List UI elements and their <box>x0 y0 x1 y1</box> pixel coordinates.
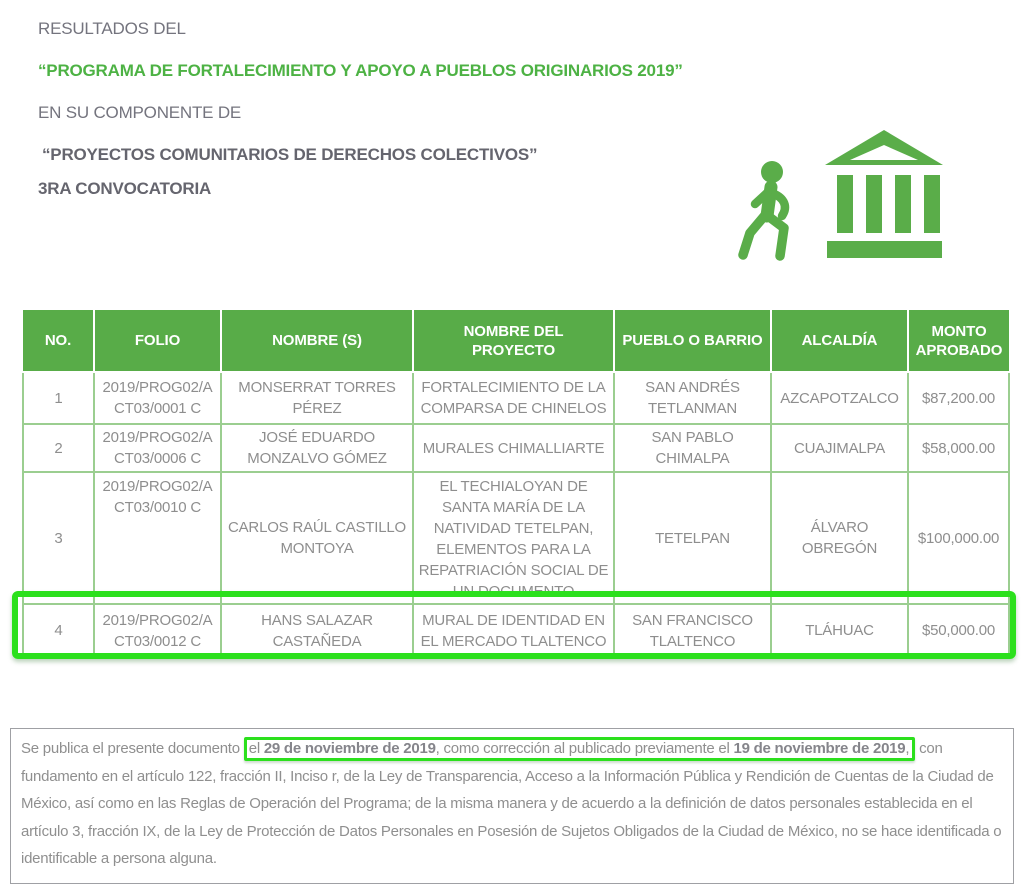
cell-alcaldia: CUAJIMALPA <box>770 423 909 473</box>
column-header-folio: FOLIO <box>93 310 222 373</box>
column-header-pueblo: PUEBLO O BARRIO <box>613 310 772 373</box>
government-building-icon <box>824 129 945 264</box>
column-header-nombre: NOMBRE (S) <box>220 310 414 373</box>
cell-no: 3 <box>22 471 95 605</box>
cell-nombre: HANS SALAZAR CASTAÑEDA <box>220 603 414 658</box>
convocatoria-title: 3RA CONVOCATORIA <box>38 179 212 198</box>
cell-pueblo: SAN PABLO CHIMALPA <box>613 423 772 473</box>
column-header-monto: MONTO APROBADO <box>907 310 1009 373</box>
highlight-text-pre: el <box>248 740 264 757</box>
column-header-proyecto: NOMBRE DEL PROYECTO <box>412 310 615 373</box>
legal-text-after: con fundamento en el artículo 122, fracc… <box>21 740 1002 867</box>
table-row: 3 2019/PROG02/A CT03/0010 C CARLOS RAÚL … <box>22 471 1010 605</box>
highlight-text-mid: , como corrección al publicado previamen… <box>435 740 734 757</box>
clipped-project-text: EL TECHIALOYAN DE SANTA MARÍA DE LA NATI… <box>418 478 609 598</box>
cell-alcaldia: AZCAPOTZALCO <box>770 371 909 425</box>
results-table: NO. FOLIO NOMBRE (S) NOMBRE DEL PROYECTO… <box>22 310 1010 658</box>
cell-nombre: JOSÉ EDUARDO MONZALVO GÓMEZ <box>220 423 414 473</box>
table-row-highlighted: 4 2019/PROG02/A CT03/0012 C HANS SALAZAR… <box>22 603 1010 658</box>
cell-proyecto: FORTALECIMIENTO DE LA COMPARSA DE CHINEL… <box>412 371 615 425</box>
cell-folio: 2019/PROG02/A CT03/0010 C <box>93 471 222 605</box>
cell-proyecto: MURALES CHIMALLIARTE <box>412 423 615 473</box>
legal-text-before: Se publica el presente documento <box>21 740 244 757</box>
cell-folio: 2019/PROG02/A CT03/0001 C <box>93 371 222 425</box>
column-header-alcaldia: ALCALDÍA <box>770 310 909 373</box>
cell-alcaldia: TLÁHUAC <box>770 603 909 658</box>
cell-folio: 2019/PROG02/A CT03/0012 C <box>93 603 222 658</box>
cell-pueblo: SAN FRANCISCO TLALTENCO <box>613 603 772 658</box>
column-header-no: NO. <box>23 310 95 373</box>
cell-pueblo: TETELPAN <box>613 471 772 605</box>
table-row: 1 2019/PROG02/A CT03/0001 C MONSERRAT TO… <box>22 371 1010 425</box>
doc-subtitle-resultados: RESULTADOS DEL <box>38 19 186 38</box>
legal-paragraph-box: Se publica el presente documento el 29 d… <box>10 728 1014 884</box>
cell-proyecto: MURAL DE IDENTIDAD EN EL MERCADO TLALTEN… <box>412 603 615 658</box>
cell-no: 4 <box>22 603 95 658</box>
previous-publication-date: 19 de noviembre de 2019 <box>733 740 906 757</box>
cell-no: 2 <box>22 423 95 473</box>
program-title: “PROGRAMA DE FORTALECIMIENTO Y APOYO A P… <box>38 61 683 80</box>
cell-alcaldia: ÁLVARO OBREGÓN <box>770 471 909 605</box>
publication-date: 29 de noviembre de 2019 <box>263 740 436 757</box>
date-highlight-annotation: el 29 de noviembre de 2019, como correcc… <box>243 737 916 761</box>
cell-proyecto: EL TECHIALOYAN DE SANTA MARÍA DE LA NATI… <box>412 471 615 605</box>
cell-folio: 2019/PROG02/A CT03/0006 C <box>93 423 222 473</box>
table-row: 2 2019/PROG02/A CT03/0006 C JOSÉ EDUARDO… <box>22 423 1010 473</box>
cell-monto: $50,000.00 <box>907 603 1010 658</box>
cell-nombre: MONSERRAT TORRES PÉREZ <box>220 371 414 425</box>
highlight-text-post: , <box>905 740 910 757</box>
walking-person-icon <box>738 160 806 267</box>
cell-monto: $87,200.00 <box>907 371 1010 425</box>
table-header-row: NO. FOLIO NOMBRE (S) NOMBRE DEL PROYECTO… <box>23 310 1009 373</box>
cell-no: 1 <box>22 371 95 425</box>
cell-nombre: CARLOS RAÚL CASTILLO MONTOYA <box>220 471 414 605</box>
doc-subtitle-componente: EN SU COMPONENTE DE <box>38 103 242 122</box>
cell-pueblo: SAN ANDRÉS TETLANMAN <box>613 371 772 425</box>
cell-monto: $100,000.00 <box>907 471 1010 605</box>
component-title: “PROYECTOS COMUNITARIOS DE DERECHOS COLE… <box>42 145 538 164</box>
cell-monto: $58,000.00 <box>907 423 1010 473</box>
